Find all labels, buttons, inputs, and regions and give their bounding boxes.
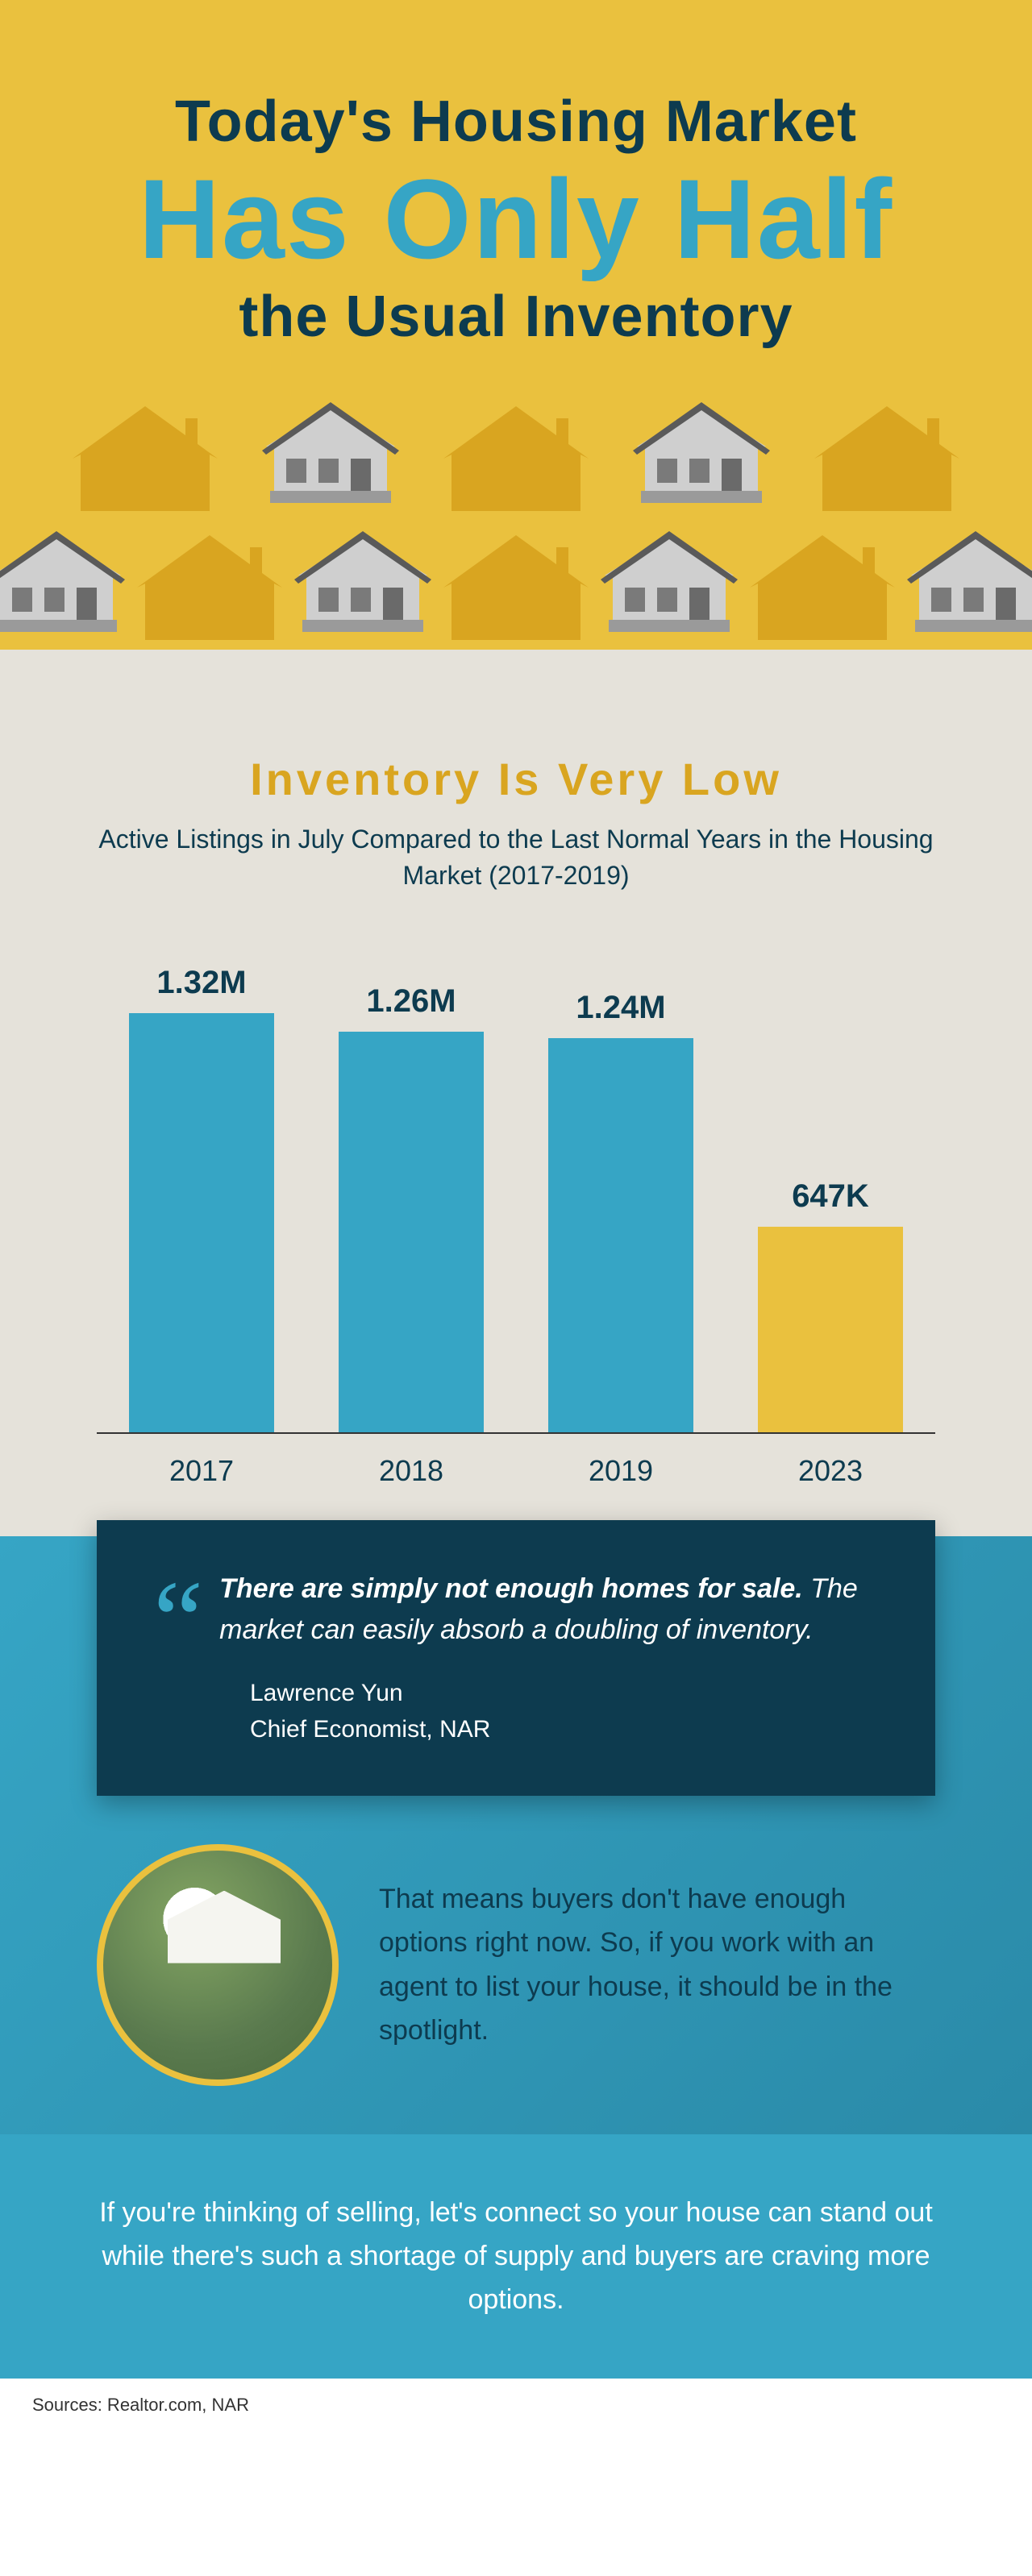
quote-box: “ There are simply not enough homes for … — [97, 1520, 935, 1796]
cta-text: If you're thinking of selling, let's con… — [97, 2191, 935, 2322]
bar-group: 1.32M — [121, 965, 282, 1432]
house-detail-icon — [258, 398, 403, 503]
quote-author: Lawrence Yun — [250, 1680, 403, 1706]
title-line-2: Has Only Half — [48, 163, 984, 276]
infographic-container: Today's Housing Market Has Only Half the… — [0, 0, 1032, 2432]
x-axis-label: 2023 — [750, 1454, 911, 1488]
bar-group: 1.24M — [540, 990, 701, 1431]
house-silhouette-icon — [742, 527, 903, 640]
title-line-3: the Usual Inventory — [48, 284, 984, 350]
bar — [339, 1032, 484, 1431]
bar-value-label: 1.26M — [366, 983, 456, 1020]
house-row-1 — [48, 398, 984, 511]
bar-value-label: 647K — [792, 1178, 869, 1215]
title-line-1: Today's Housing Market — [48, 89, 984, 155]
bar-value-label: 1.32M — [156, 965, 246, 1001]
bar-group: 647K — [750, 1178, 911, 1432]
quote-section: “ There are simply not enough homes for … — [0, 1536, 1032, 2134]
quote-attribution: Lawrence Yun Chief Economist, NAR — [250, 1675, 879, 1747]
quote-text: There are simply not enough homes for sa… — [153, 1568, 879, 1651]
x-axis-labels: 2017 2018 2019 2023 — [97, 1434, 935, 1488]
x-axis-label: 2018 — [331, 1454, 492, 1488]
house-silhouette-icon — [806, 398, 968, 511]
quote-bold: There are simply not enough homes for sa… — [219, 1573, 803, 1604]
house-silhouette-icon — [64, 398, 226, 511]
house-row-2 — [0, 527, 1032, 640]
sources-line: Sources: Realtor.com, NAR — [0, 2379, 1032, 2432]
house-photo-circle — [97, 1844, 339, 2086]
house-detail-icon — [903, 527, 1032, 632]
bar — [548, 1038, 693, 1431]
body-section: That means buyers don't have enough opti… — [97, 1844, 935, 2086]
house-silhouette-icon — [129, 527, 290, 640]
house-silhouette-icon — [435, 527, 597, 640]
hero-section: Today's Housing Market Has Only Half the… — [0, 0, 1032, 640]
x-axis-label: 2017 — [121, 1454, 282, 1488]
bar — [129, 1013, 274, 1432]
chart-title: Inventory Is Very Low — [97, 753, 935, 805]
bar-chart: 1.32M 1.26M 1.24M 647K — [97, 950, 935, 1434]
house-detail-icon — [290, 527, 435, 632]
house-detail-icon — [629, 398, 774, 503]
chart-subtitle: Active Listings in July Compared to the … — [97, 821, 935, 894]
bar — [758, 1227, 903, 1432]
cta-section: If you're thinking of selling, let's con… — [0, 2134, 1032, 2379]
house-detail-icon — [0, 527, 129, 632]
quote-role: Chief Economist, NAR — [250, 1716, 490, 1743]
house-silhouette-icon — [435, 398, 597, 511]
bar-value-label: 1.24M — [576, 990, 665, 1026]
quote-mark-icon: “ — [153, 1593, 203, 1649]
house-detail-icon — [597, 527, 742, 632]
x-axis-label: 2019 — [540, 1454, 701, 1488]
body-text: That means buyers don't have enough opti… — [379, 1877, 935, 2053]
chart-section: Inventory Is Very Low Active Listings in… — [0, 688, 1032, 1536]
torn-edge-divider — [0, 640, 1032, 688]
bar-group: 1.26M — [331, 983, 492, 1431]
